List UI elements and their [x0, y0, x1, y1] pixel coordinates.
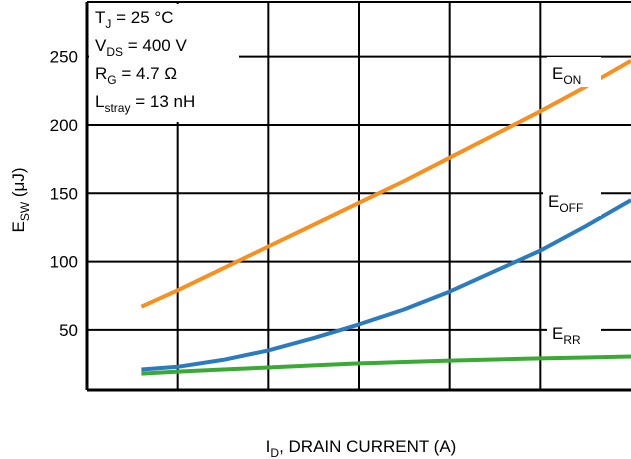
- axes: [85, 1, 631, 392]
- conditions-box: TJ = 25 °C VDS = 400 V RG = 4.7 Ω Lstray…: [89, 4, 239, 122]
- series-layer: [140, 58, 631, 376]
- y-tick-label: 200: [50, 116, 78, 135]
- eon-label-background: [547, 57, 601, 87]
- conditions-background: [89, 4, 239, 122]
- err-label-background: [547, 319, 601, 349]
- y-axis-title: ESW (μJ): [9, 167, 32, 232]
- series-labels: EON EOFF ERR: [543, 57, 601, 349]
- y-tick-labels: 50 100 150 200 250: [50, 48, 78, 340]
- condition-lstray: Lstray = 13 nH: [95, 92, 195, 115]
- y-tick-label: 50: [59, 321, 78, 340]
- series-label-eon: EON: [552, 64, 581, 87]
- y-tick-label: 100: [50, 253, 78, 272]
- series-line-rr: [141, 354, 631, 376]
- condition-rg: RG = 4.7 Ω: [95, 64, 177, 87]
- condition-vds: VDS = 400 V: [95, 36, 187, 59]
- eoff-label-background: [543, 186, 601, 216]
- series-label-eoff: EOFF: [548, 192, 583, 215]
- condition-tj: TJ = 25 °C: [95, 8, 173, 31]
- series-line-off: [141, 198, 631, 372]
- y-tick-label: 150: [50, 184, 78, 203]
- series-label-err: ERR: [552, 324, 581, 347]
- x-axis-title: ID, DRAIN CURRENT (A): [266, 437, 457, 459]
- grid: [87, 2, 631, 390]
- y-tick-label: 250: [50, 48, 78, 67]
- series-line-on: [140, 58, 631, 309]
